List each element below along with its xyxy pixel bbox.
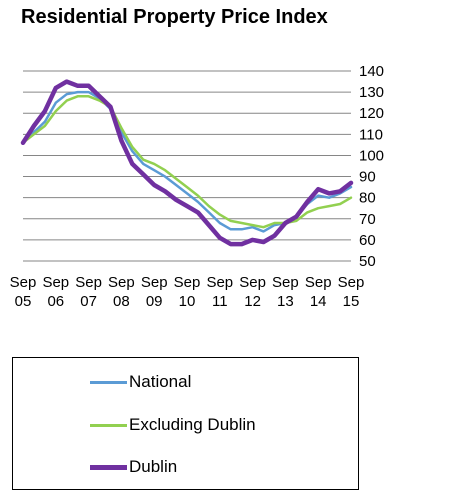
series-lines [20,79,354,247]
x-axis-tick-labels: Sep 05 Sep 06 Sep 07 Sep 08 Sep 09 Sep 10 Sep 11 Sep 12… [10,274,365,310]
x-tick-label-month: Sep [338,274,365,291]
x-tick-label-month: Sep [174,274,201,291]
x-tick-label-2008-09: Sep 08 [108,274,135,310]
x-tick-label-month: Sep [108,274,135,291]
legend-label-excluding-dublin: Excluding Dublin [129,415,256,434]
legend-item-dublin: Dublin [90,457,177,477]
y-tick-label-130: 130 [359,84,384,101]
x-tick-label-month: Sep [42,274,69,291]
x-tick-label-year: 05 [15,293,32,310]
x-tick-label-month: Sep [75,274,102,291]
y-tick-label-120: 120 [359,105,384,122]
x-tick-label-year: 12 [244,293,261,310]
line-chart: 140 130 120 110 100 90 80 70 60 50 Sep 05 Sep 06 Sep 0… [10,63,384,310]
x-tick-label-year: 07 [80,293,97,310]
x-tick-label-year: 06 [47,293,64,310]
x-tick-label-2012-09: Sep 12 [239,274,266,310]
legend: National Excluding Dublin Dublin [12,357,359,490]
x-tick-label-year: 15 [343,293,360,310]
series-line-excluding-dublin [21,95,353,229]
x-tick-label-2009-09: Sep 09 [141,274,168,310]
y-tick-label-140: 140 [359,63,384,80]
legend-swatch-dublin [90,464,127,470]
y-tick-label-50: 50 [359,253,376,270]
x-tick-label-2007-09: Sep 07 [75,274,102,310]
x-tick-label-year: 13 [277,293,294,310]
x-tick-label-month: Sep [305,274,332,291]
series-line-dublin [20,79,354,247]
y-tick-label-60: 60 [359,232,376,249]
x-tick-label-year: 10 [179,293,196,310]
chart-title: Residential Property Price Index [21,6,328,28]
legend-item-excluding-dublin: Excluding Dublin [90,415,256,435]
y-tick-label-70: 70 [359,211,376,228]
y-tick-label-110: 110 [359,126,383,143]
legend-swatch-national [90,380,127,384]
x-tick-label-2005-09: Sep 05 [10,274,37,310]
x-tick-label-2006-09: Sep 06 [42,274,69,310]
x-tick-label-month: Sep [272,274,299,291]
x-tick-label-2014-09: Sep 14 [305,274,332,310]
x-tick-label-2013-09: Sep 13 [272,274,299,310]
gridlines [23,70,351,262]
y-tick-label-100: 100 [359,147,384,164]
y-tick-label-80: 80 [359,190,376,207]
x-tick-label-month: Sep [206,274,233,291]
x-tick-label-month: Sep [141,274,168,291]
x-tick-label-year: 09 [146,293,163,310]
y-axis-tick-labels: 140 130 120 110 100 90 80 70 60 50 [359,63,384,270]
y-tick-label-90: 90 [359,169,376,186]
legend-label-national: National [129,372,192,391]
x-tick-label-year: 14 [310,293,327,310]
x-tick-label-year: 08 [113,293,130,310]
x-tick-label-month: Sep [239,274,266,291]
x-tick-label-2011-09: Sep 11 [206,274,233,310]
legend-label-dublin: Dublin [129,457,178,476]
legend-swatch-excluding-dublin [90,423,127,427]
x-tick-label-year: 11 [212,293,228,310]
x-tick-label-2015-09: Sep 15 [338,274,365,310]
x-tick-label-2010-09: Sep 10 [174,274,201,310]
x-tick-label-month: Sep [10,274,37,291]
legend-item-national: National [90,372,191,392]
